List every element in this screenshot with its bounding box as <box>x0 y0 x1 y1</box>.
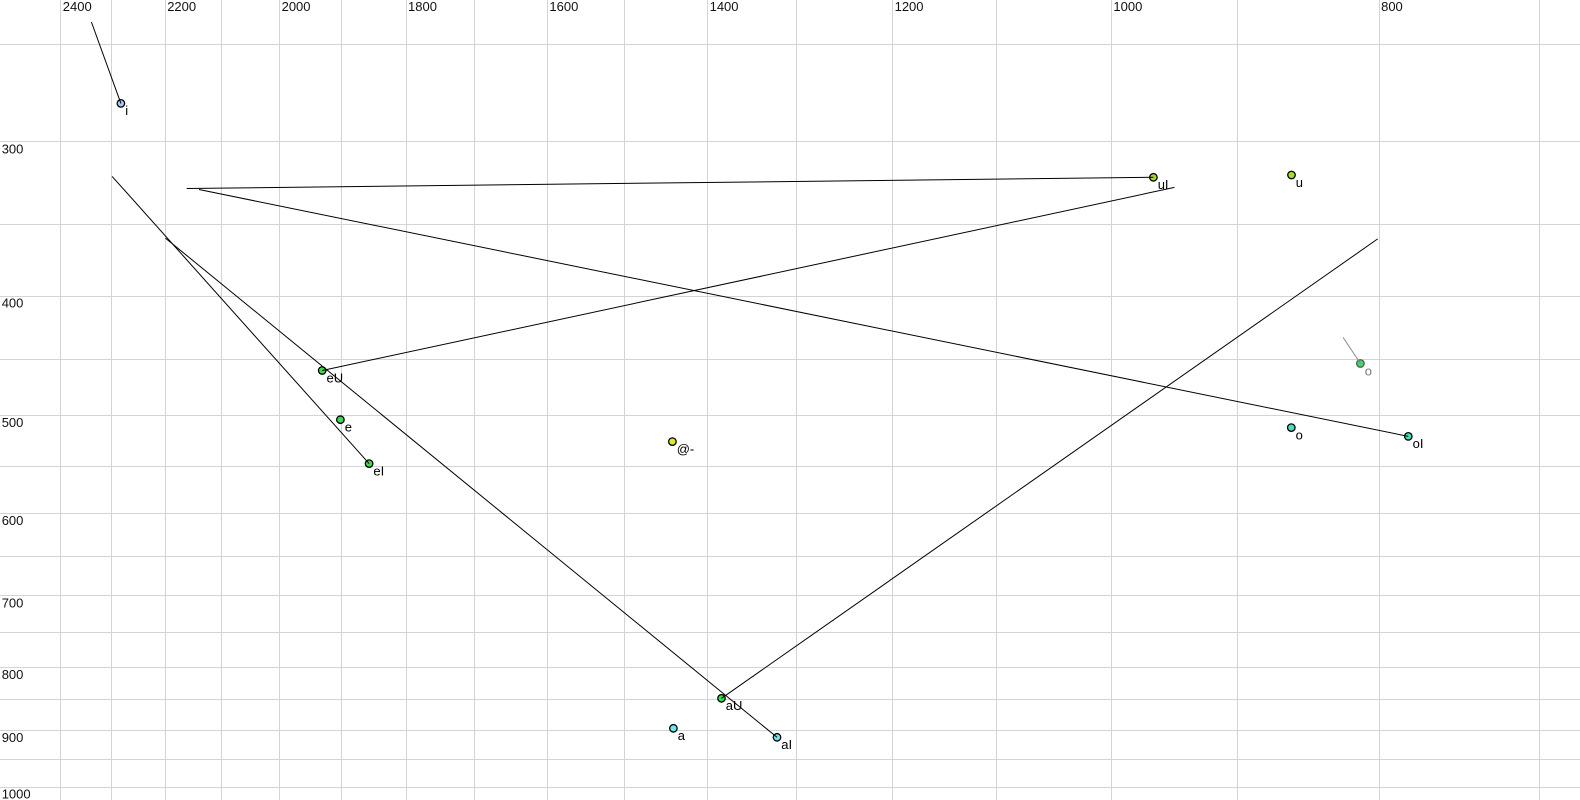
svg-text:o: o <box>1365 363 1372 378</box>
svg-text:1000: 1000 <box>1113 0 1142 14</box>
svg-text:e: e <box>345 420 352 435</box>
svg-text:1400: 1400 <box>710 0 739 14</box>
svg-text:1000: 1000 <box>2 787 31 800</box>
svg-text:oI: oI <box>1413 436 1424 451</box>
svg-text:1200: 1200 <box>895 0 924 14</box>
svg-text:2400: 2400 <box>63 0 92 14</box>
svg-text:a: a <box>678 728 686 743</box>
svg-text:600: 600 <box>2 513 24 528</box>
svg-text:eU: eU <box>327 370 344 385</box>
svg-text:800: 800 <box>1381 0 1403 14</box>
svg-text:1600: 1600 <box>549 0 578 14</box>
svg-text:400: 400 <box>2 296 24 311</box>
svg-text:i: i <box>125 103 128 118</box>
svg-text:700: 700 <box>2 595 24 610</box>
svg-text:@-: @- <box>677 441 695 456</box>
svg-text:300: 300 <box>2 141 24 156</box>
svg-text:uI: uI <box>1158 177 1169 192</box>
svg-text:2200: 2200 <box>167 0 196 14</box>
svg-text:u: u <box>1296 175 1303 190</box>
svg-text:2000: 2000 <box>282 0 311 14</box>
svg-text:500: 500 <box>2 415 24 430</box>
svg-text:1800: 1800 <box>408 0 437 14</box>
svg-text:aU: aU <box>726 698 743 713</box>
svg-text:o: o <box>1296 427 1303 442</box>
svg-text:eI: eI <box>373 463 384 478</box>
svg-text:900: 900 <box>2 730 24 745</box>
svg-text:800: 800 <box>2 667 24 682</box>
svg-text:aI: aI <box>781 737 792 752</box>
